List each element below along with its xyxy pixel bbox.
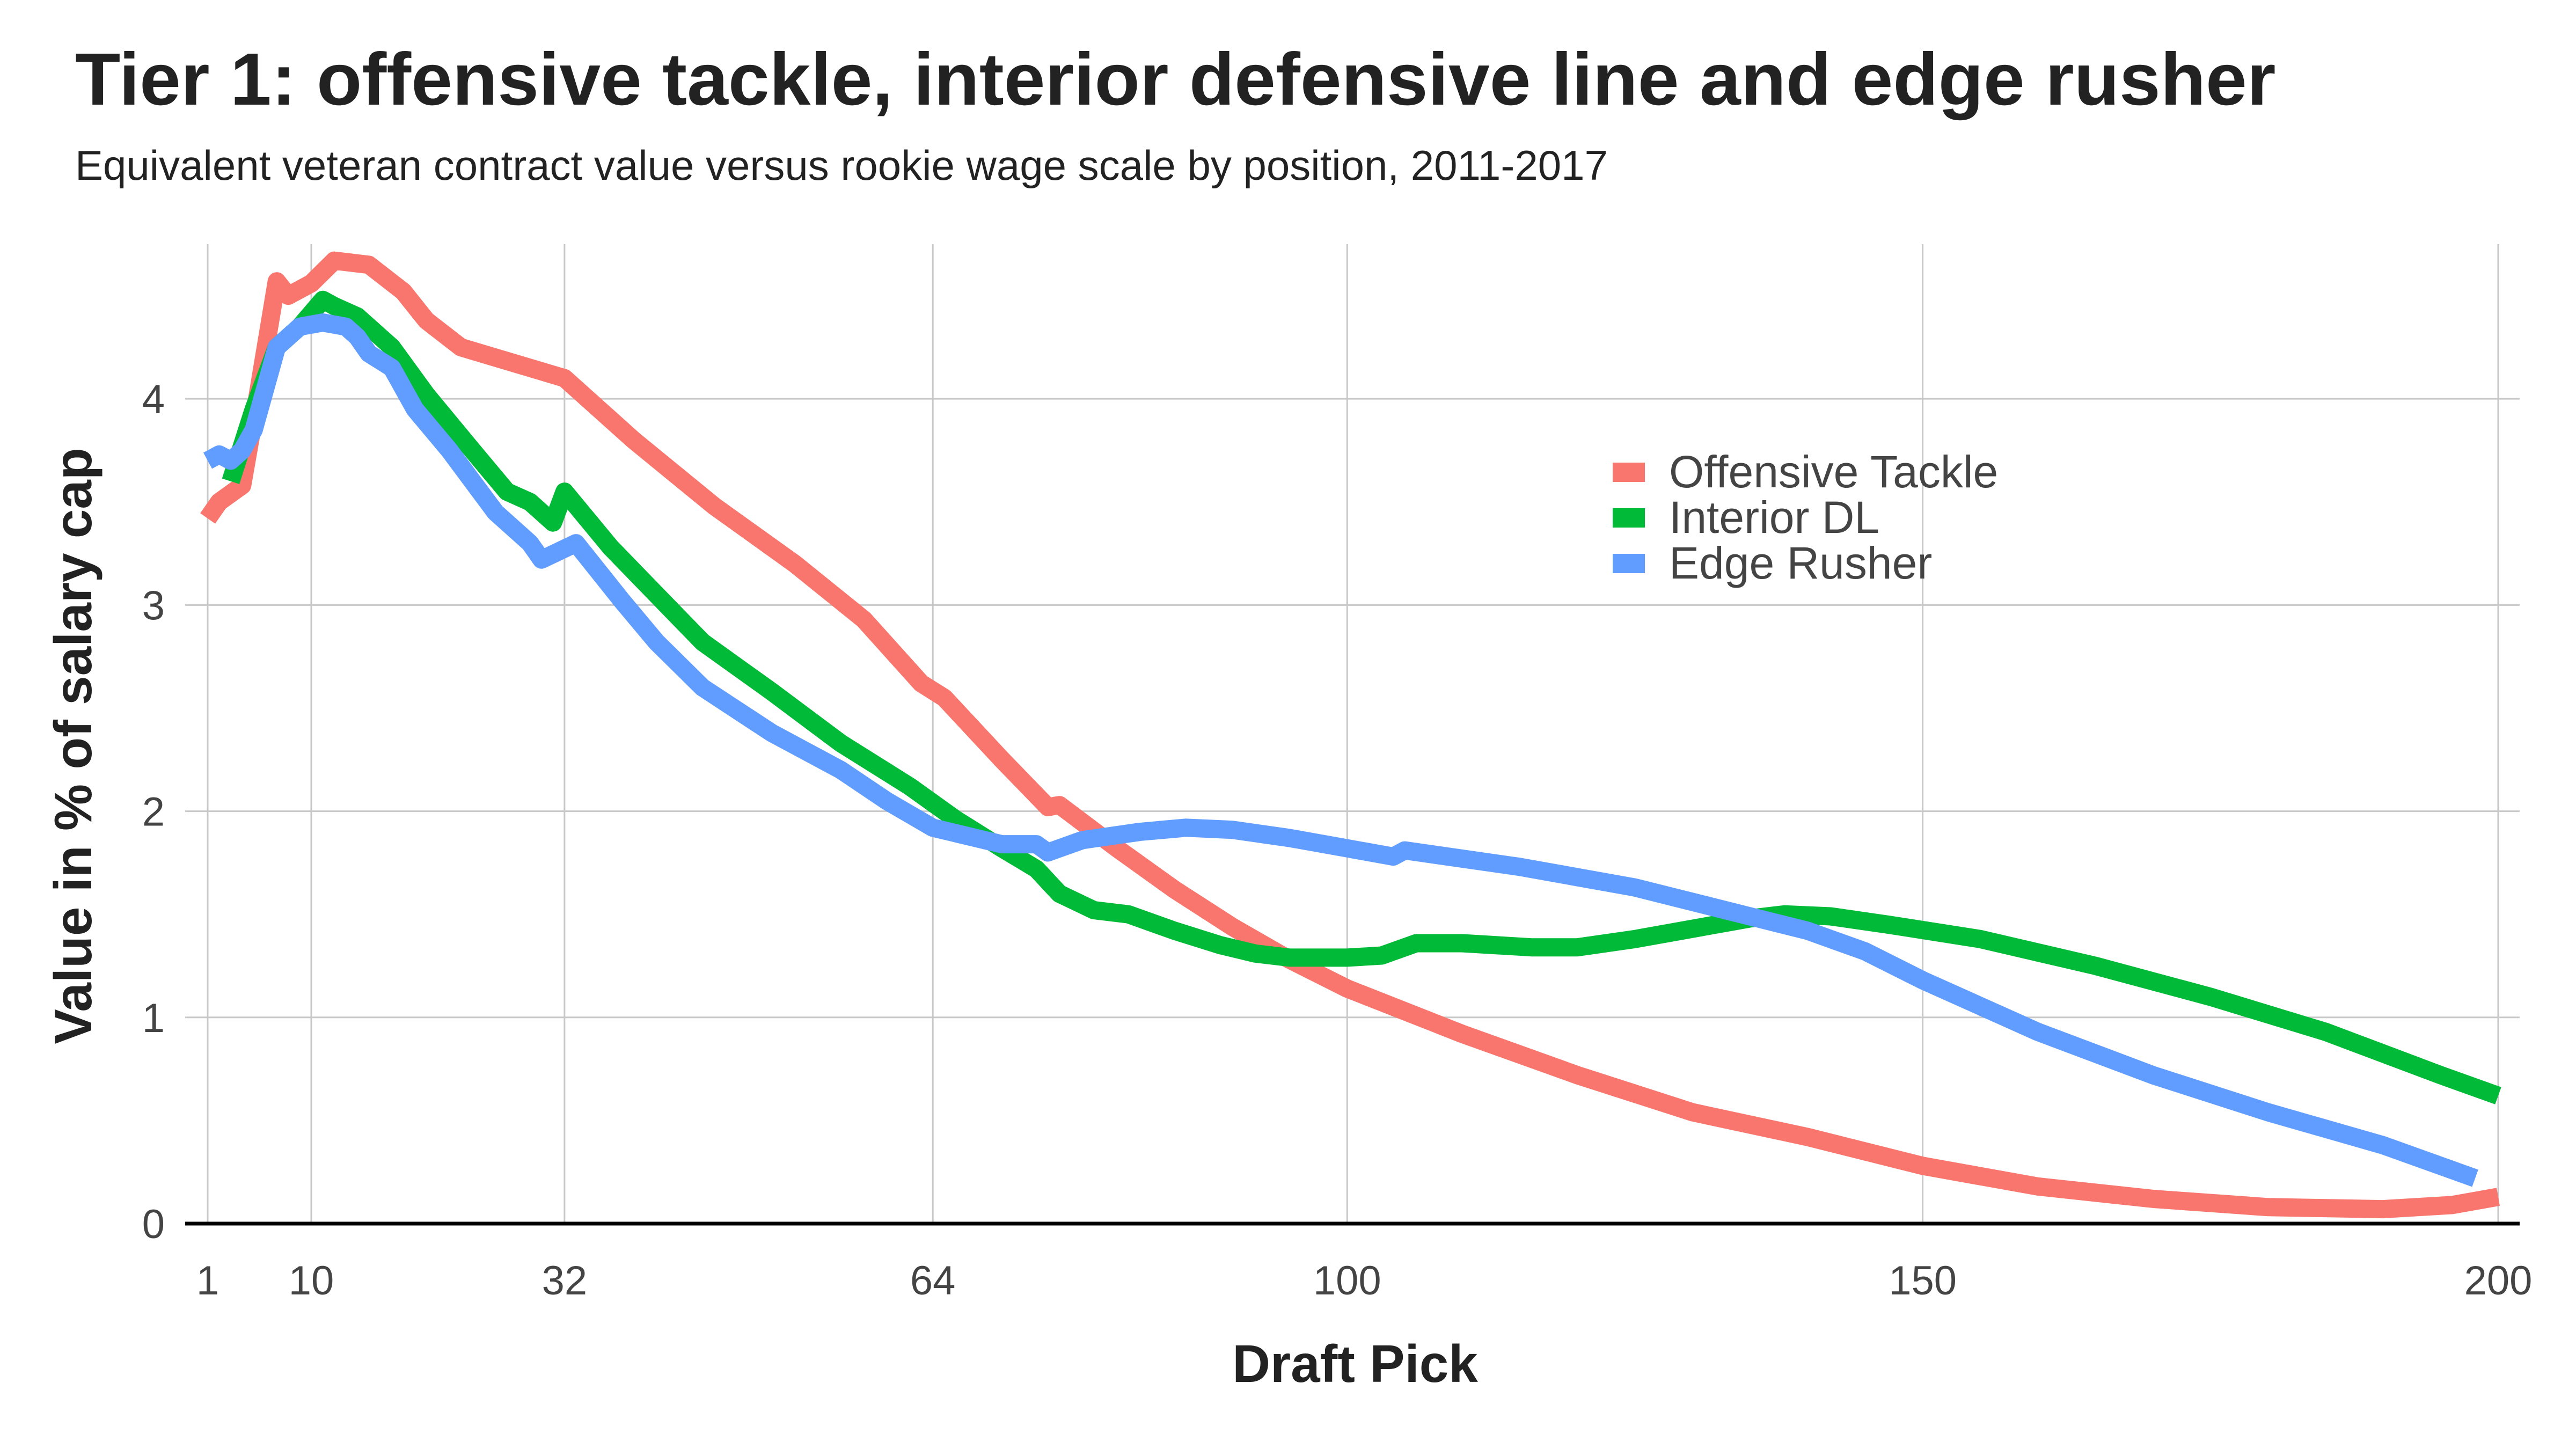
chart-title: Tier 1: offensive tackle, interior defen… (75, 38, 2276, 121)
series-line-interior-dl (222, 290, 2501, 1104)
x-axis-title: Draft Pick (1232, 1334, 1478, 1393)
x-tick-label: 200 (2464, 1258, 2533, 1304)
y-tick-label: 3 (142, 583, 165, 628)
legend-label: Offensive Tackle (1669, 447, 1998, 497)
x-tick-label: 10 (289, 1258, 334, 1304)
y-tick-label: 2 (142, 789, 165, 835)
series-line-edge-rusher (203, 313, 2478, 1187)
legend-swatch (1613, 463, 1645, 482)
chart-subtitle: Equivalent veteran contract value versus… (75, 142, 1608, 189)
x-tick-label: 150 (1889, 1258, 1957, 1304)
x-tick-label: 32 (542, 1258, 588, 1304)
legend-swatch (1613, 508, 1645, 528)
legend-label: Edge Rusher (1669, 538, 1932, 588)
legend-label: Interior DL (1669, 492, 1879, 543)
y-tick-label: 1 (142, 996, 165, 1041)
legend-swatch (1613, 554, 1645, 573)
y-tick-label: 4 (142, 377, 165, 422)
x-tick-label: 100 (1313, 1258, 1381, 1304)
y-tick-label: 0 (142, 1202, 165, 1247)
x-tick-label: 1 (196, 1258, 219, 1304)
y-axis-title: Value in % of salary cap (43, 448, 103, 1044)
x-tick-label: 64 (910, 1258, 956, 1304)
series-line-offensive-tackle (200, 251, 2500, 1219)
series-lines (200, 251, 2501, 1219)
